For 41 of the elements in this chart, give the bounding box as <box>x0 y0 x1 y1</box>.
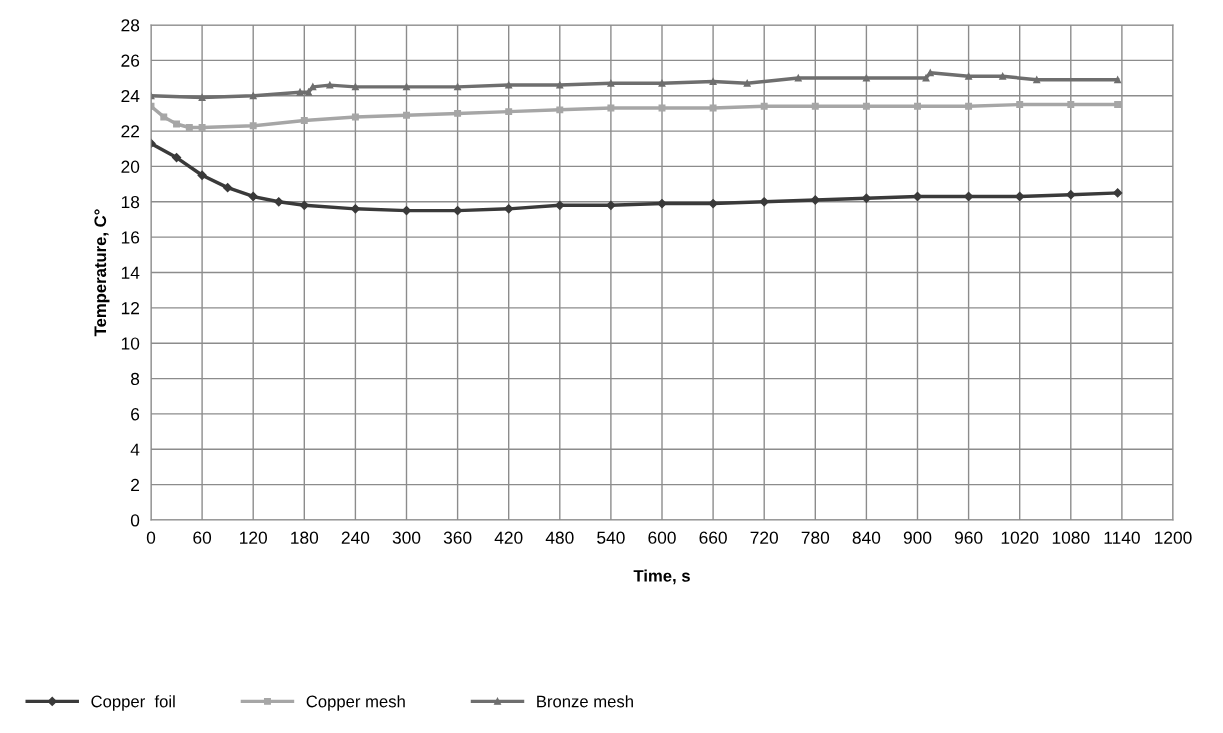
x-tick-label: 360 <box>443 531 472 544</box>
legend-label: Bronze mesh <box>537 695 633 708</box>
y-axis-title: Temperature, C° <box>94 209 110 337</box>
x-tick-label: 60 <box>193 531 212 544</box>
y-tick-label: 16 <box>121 231 140 244</box>
x-tick-label: 300 <box>392 531 421 544</box>
x-tick-label: 0 <box>146 531 156 544</box>
x-tick-label: 180 <box>291 531 319 544</box>
x-axis-title: Time, s <box>633 569 690 585</box>
y-tick-label: 26 <box>121 54 140 67</box>
x-tick-label: 900 <box>903 531 932 544</box>
y-tick-label: 28 <box>121 19 140 32</box>
x-tick-label: 780 <box>801 531 830 544</box>
x-tick-label: 480 <box>545 531 574 544</box>
x-tick-label: 540 <box>597 531 625 544</box>
x-tick-label: 1020 <box>1001 531 1039 544</box>
y-tick-label: 8 <box>130 372 140 386</box>
y-tick-label: 24 <box>121 89 140 102</box>
x-tick-label: 600 <box>648 531 676 544</box>
y-tick-label: 22 <box>121 125 140 138</box>
x-tick-label: 660 <box>699 531 727 544</box>
y-tick-label: 18 <box>121 195 140 209</box>
x-tick-label: 1200 <box>1155 531 1192 544</box>
x-tick-label: 1140 <box>1104 531 1140 544</box>
legend-label: Copper foil <box>91 695 175 711</box>
x-tick-label: 1080 <box>1052 531 1090 544</box>
y-tick-label: 14 <box>121 266 140 279</box>
y-tick-label: 12 <box>121 302 140 315</box>
y-tick-label: 0 <box>130 514 140 527</box>
y-tick-label: 20 <box>121 160 140 173</box>
legend-label: Copper mesh <box>306 695 405 711</box>
y-tick-label: 10 <box>121 337 140 350</box>
y-tick-label: 2 <box>131 478 140 491</box>
y-tick-label: 6 <box>131 408 140 421</box>
x-tick-label: 840 <box>852 531 881 544</box>
x-tick-label: 240 <box>341 531 370 544</box>
x-tick-label: 960 <box>954 531 983 544</box>
x-tick-label: 720 <box>750 531 779 544</box>
x-tick-label: 120 <box>240 531 268 544</box>
x-tick-label: 420 <box>494 531 523 544</box>
y-tick-label: 4 <box>130 443 140 456</box>
